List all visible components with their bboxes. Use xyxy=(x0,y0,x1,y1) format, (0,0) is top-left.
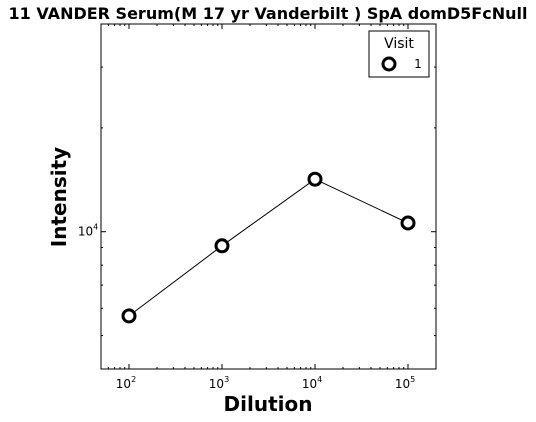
legend-box xyxy=(368,30,430,78)
series-layer xyxy=(121,171,416,324)
x-tick-label: 102 xyxy=(116,375,136,391)
legend-entry-label: 1 xyxy=(414,57,422,71)
major-ticks xyxy=(101,24,436,369)
x-tick-labels: 102 103 104 105 xyxy=(116,375,415,391)
x-tick-label: 105 xyxy=(395,375,415,391)
data-point xyxy=(121,308,137,324)
x-tick-label: 104 xyxy=(302,375,322,391)
legend: Visit 1 xyxy=(368,30,430,78)
data-point xyxy=(214,238,230,254)
x-axis-label: Dilution xyxy=(224,392,313,416)
x-tick-label: 103 xyxy=(209,375,229,391)
y-tick-label: 104 xyxy=(78,223,98,239)
y-axis-label: Intensity xyxy=(47,147,71,247)
minor-ticks xyxy=(100,23,437,370)
legend-marker xyxy=(381,56,397,72)
data-point xyxy=(307,171,323,187)
series-line xyxy=(128,178,409,317)
chart-title: 11 VANDER Serum(M 17 yr Vanderbilt ) SpA… xyxy=(9,4,528,23)
legend-title: Visit xyxy=(384,36,414,52)
y-tick-labels: 104 xyxy=(78,223,98,239)
data-point xyxy=(400,215,416,231)
plot-frame xyxy=(100,23,437,370)
